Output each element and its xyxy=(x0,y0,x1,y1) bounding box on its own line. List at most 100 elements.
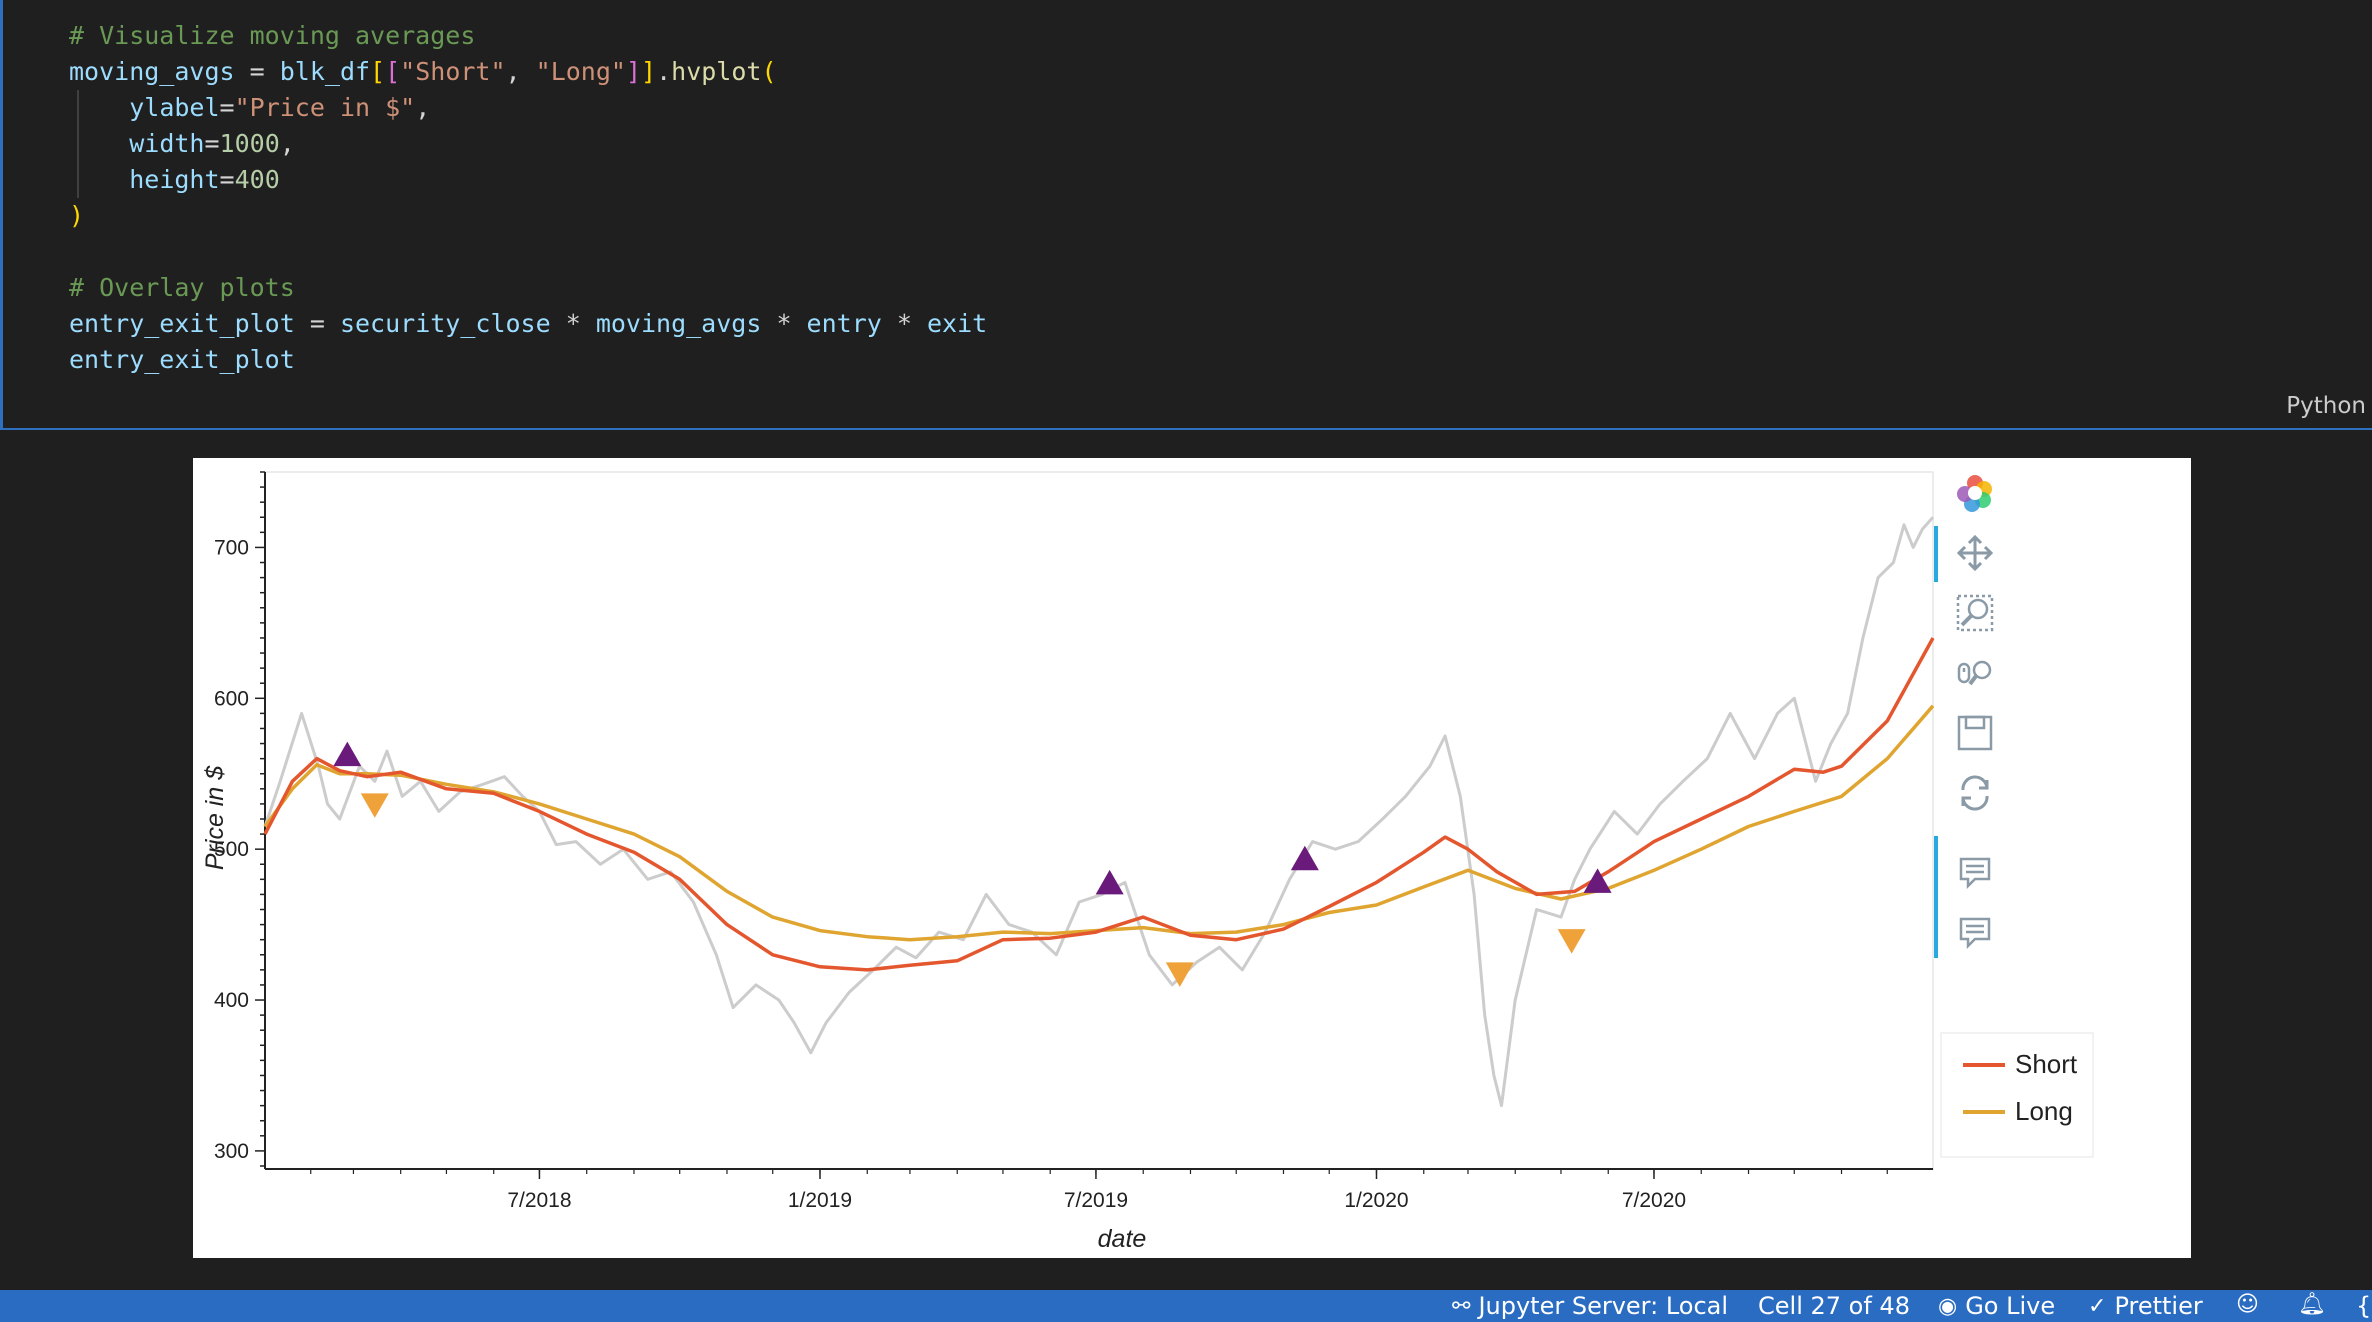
entry-marker[interactable] xyxy=(333,741,362,767)
legend-entry-long[interactable]: Long xyxy=(2015,1096,2073,1126)
x-tick-label: 7/2019 xyxy=(1064,1189,1128,1212)
box-zoom-icon[interactable] xyxy=(1950,588,2000,638)
code-token: entry_exit_plot xyxy=(69,309,295,338)
code-token: "Long" xyxy=(535,57,626,86)
code-token: entry_exit_plot xyxy=(69,345,295,374)
bokeh-logo-icon[interactable] xyxy=(1950,468,2000,518)
active-tool-indicator xyxy=(1934,526,1938,582)
y-tick-label: 300 xyxy=(214,1140,249,1163)
code-token: = xyxy=(219,93,235,122)
cell-position-status[interactable]: Cell 27 of 48 xyxy=(1758,1292,1910,1320)
save-icon[interactable] xyxy=(1950,708,2000,758)
series-line-short[interactable] xyxy=(263,637,1935,972)
code-token: ] xyxy=(641,57,657,86)
code-token: . xyxy=(656,57,672,86)
notifications-button[interactable]: 🔔︎ xyxy=(2298,1292,2326,1317)
cell-language-label[interactable]: Python xyxy=(2286,393,2366,419)
indent-guide xyxy=(77,90,79,198)
active-tool-indicator-2 xyxy=(1934,836,1938,958)
x-tick-label: 7/2018 xyxy=(507,1189,571,1212)
hover-icon[interactable] xyxy=(1950,848,2000,898)
y-tick-label: 400 xyxy=(214,989,249,1012)
code-line[interactable]: entry_exit_plot = security_close * movin… xyxy=(69,306,987,342)
exit-marker[interactable] xyxy=(1557,929,1586,954)
overflow-indicator: { xyxy=(2356,1292,2372,1320)
code-line[interactable]: ylabel="Price in $", xyxy=(69,90,987,126)
double-check-icon: ✓ xyxy=(2088,1293,2107,1319)
series-line-close[interactable] xyxy=(263,516,1935,1108)
code-token: ] xyxy=(625,57,642,86)
code-token: blk_df xyxy=(279,57,371,86)
plug-icon: ⚯ xyxy=(1452,1293,1471,1319)
wheel-zoom-icon[interactable] xyxy=(1950,648,2000,698)
entry-marker[interactable] xyxy=(1095,869,1124,895)
reset-icon[interactable] xyxy=(1950,768,2000,818)
code-token xyxy=(69,165,129,194)
x-tick-label: 1/2020 xyxy=(1344,1189,1408,1212)
code-token: , xyxy=(415,93,431,122)
jupyter-server-status[interactable]: ⚯ Jupyter Server: Local xyxy=(1452,1292,1728,1320)
prettier-label: Prettier xyxy=(2114,1292,2203,1320)
jupyter-server-label: Jupyter Server: Local xyxy=(1478,1292,1729,1320)
code-token: moving_avgs xyxy=(69,57,235,86)
code-token: # Visualize moving averages xyxy=(69,21,476,50)
code-token: "Price in $" xyxy=(234,93,416,122)
code-token xyxy=(69,129,129,158)
legend-entry-short[interactable]: Short xyxy=(2015,1049,2078,1079)
pan-icon[interactable] xyxy=(1950,528,2000,578)
plot-output: 300 400 500 600 700 7/2018 1/2019 7/2019 1/2020… xyxy=(193,458,2191,1258)
code-token: moving_avgs xyxy=(595,309,762,338)
code-token: = xyxy=(204,129,220,158)
code-token: width xyxy=(129,129,205,158)
code-editor[interactable]: # Visualize moving averages moving_avgs =… xyxy=(69,18,987,378)
entry-marker[interactable] xyxy=(1290,845,1319,871)
code-token: height xyxy=(129,165,220,194)
code-line[interactable]: # Overlay plots xyxy=(69,270,987,306)
code-token: security_close xyxy=(339,309,551,338)
code-line[interactable]: entry_exit_plot xyxy=(69,342,987,378)
prettier-status[interactable]: ✓ Prettier xyxy=(2088,1292,2203,1320)
series-line-long[interactable] xyxy=(263,704,1935,942)
x-axis-title: date xyxy=(1098,1225,1147,1253)
code-token: entry xyxy=(806,309,882,338)
y-axis-title: Price in $ xyxy=(201,765,229,870)
code-line[interactable]: ) xyxy=(69,198,987,234)
code-token: , xyxy=(279,129,295,158)
code-token: 400 xyxy=(234,165,280,194)
x-tick-label: 1/2019 xyxy=(788,1189,852,1212)
feedback-icon: ☺ xyxy=(2236,1292,2259,1317)
code-token: = xyxy=(234,57,280,86)
entry-marker[interactable] xyxy=(1583,868,1612,893)
plot-area[interactable] xyxy=(264,471,1934,1170)
y-tick-label: 600 xyxy=(214,687,249,710)
chart[interactable]: 300 400 500 600 700 7/2018 1/2019 7/2019 1/2020… xyxy=(193,458,2191,1258)
legend[interactable]: Short Long xyxy=(1940,1032,2094,1158)
code-token: ( xyxy=(761,57,777,86)
bell-icon: 🔔︎ xyxy=(2298,1292,2326,1317)
code-line[interactable] xyxy=(69,234,987,270)
feedback-button[interactable]: ☺ xyxy=(2236,1292,2259,1317)
code-token: * xyxy=(761,309,807,338)
cell-position-label: Cell 27 of 48 xyxy=(1758,1292,1910,1320)
y-tick-label: 700 xyxy=(214,536,249,559)
code-token: ylabel xyxy=(129,93,220,122)
plot-toolbar xyxy=(1934,468,2018,968)
code-line[interactable]: moving_avgs = blk_df[["Short", "Long"]].… xyxy=(69,54,987,90)
x-tick-label: 7/2020 xyxy=(1622,1189,1686,1212)
broadcast-icon: ◉ xyxy=(1938,1293,1958,1319)
code-token: [ xyxy=(385,57,401,86)
code-line[interactable]: width=1000, xyxy=(69,126,987,162)
exit-marker[interactable] xyxy=(360,793,389,818)
code-cell[interactable]: # Visualize moving averages moving_avgs =… xyxy=(0,0,2372,430)
code-line[interactable]: height=400 xyxy=(69,162,987,198)
go-live-button[interactable]: ◉ Go Live xyxy=(1938,1292,2055,1320)
code-line[interactable]: # Visualize moving averages xyxy=(69,18,987,54)
exit-marker[interactable] xyxy=(1165,962,1194,987)
code-token: = xyxy=(219,165,235,194)
code-token: "Short" xyxy=(400,57,506,86)
legend-box xyxy=(1940,1032,2094,1158)
code-token: = xyxy=(294,309,340,338)
hover-icon-2[interactable] xyxy=(1950,908,2000,958)
code-token xyxy=(69,93,129,122)
code-token: hvplot xyxy=(671,57,762,86)
